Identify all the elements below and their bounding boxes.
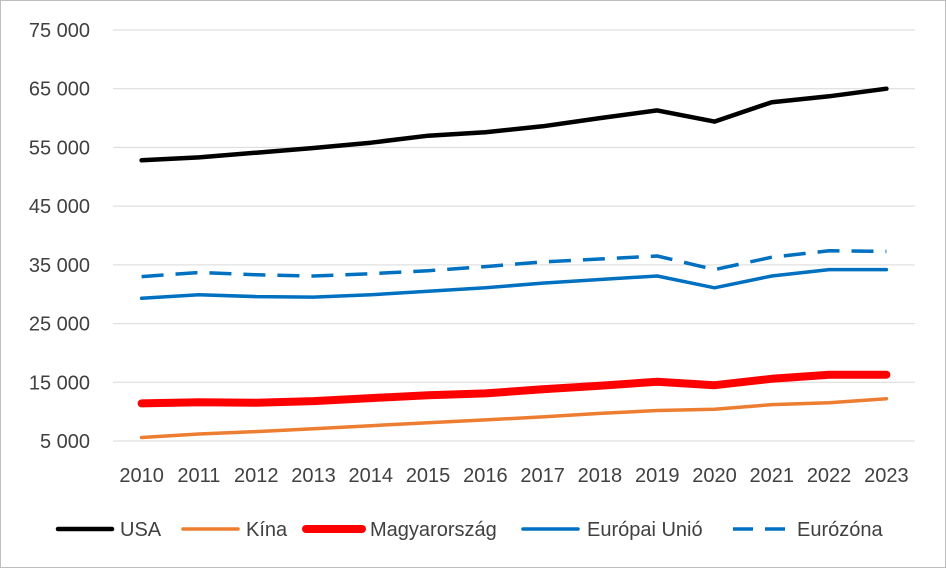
- series-line: [139, 396, 889, 440]
- x-tick-label: 2023: [864, 465, 909, 487]
- x-tick-label: 2022: [807, 465, 852, 487]
- x-tick-label: 2010: [119, 465, 164, 487]
- legend-label: Magyarország: [370, 519, 497, 541]
- x-tick-label: 2021: [750, 465, 795, 487]
- series-line: [137, 370, 891, 408]
- y-tick-label: 5 000: [40, 431, 90, 453]
- y-tick-label: 45 000: [29, 196, 90, 218]
- x-axis-ticks: 2010 2011 2012 2013 2014 2015 2016 2017 2018 2019…: [119, 465, 908, 487]
- y-tick-label: 75 000: [29, 20, 90, 42]
- x-tick-label: 2012: [234, 465, 279, 487]
- y-tick-label: 65 000: [29, 79, 90, 101]
- series-line: [139, 267, 889, 301]
- grid-lines: [113, 29, 915, 442]
- x-tick-label: 2011: [177, 465, 220, 487]
- legend: USA Kína Magyarország Európai Unió Eurózóna: [55, 519, 883, 541]
- legend-label: Eurózóna: [797, 519, 883, 541]
- x-tick-label: 2019: [635, 465, 680, 487]
- x-tick-label: 2016: [463, 465, 508, 487]
- series-lines: [137, 86, 891, 440]
- y-tick-label: 15 000: [29, 372, 90, 394]
- series-line: [141, 249, 887, 279]
- y-axis-ticks: 5 000 15 000 25 000 35 000 45 000 55 000 65 00…: [29, 20, 90, 453]
- y-tick-label: 55 000: [29, 137, 90, 159]
- x-tick-label: 2014: [349, 465, 394, 487]
- legend-label: USA: [120, 519, 162, 541]
- y-tick-label: 35 000: [29, 255, 90, 277]
- x-tick-label: 2020: [692, 465, 737, 487]
- x-tick-label: 2013: [291, 465, 336, 487]
- x-tick-label: 2015: [406, 465, 451, 487]
- x-tick-label: 2018: [578, 465, 623, 487]
- legend-label: Európai Unió: [587, 519, 703, 541]
- legend-label: Kína: [246, 519, 288, 541]
- y-tick-label: 25 000: [29, 314, 90, 336]
- x-tick-label: 2017: [520, 465, 565, 487]
- series-line: [139, 86, 889, 163]
